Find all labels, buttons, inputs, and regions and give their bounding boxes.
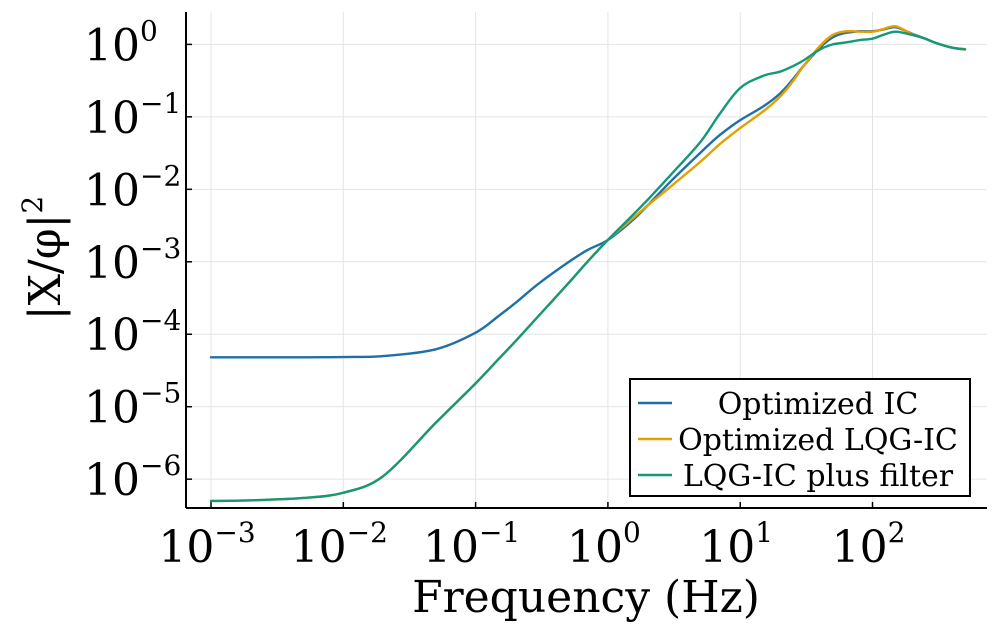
y-tick-exponent: 0 (140, 14, 158, 47)
y-tick-base: 10 (84, 93, 140, 144)
y-tick-label: 100 (84, 14, 158, 71)
legend-box (629, 378, 971, 497)
y-axis-label-sup: 2 (16, 196, 49, 214)
y-tick-exponent: −5 (140, 377, 181, 410)
y-tick-exponent: −6 (140, 449, 181, 482)
y-tick-exponent: −2 (140, 159, 181, 192)
x-tick-exponent: −3 (214, 516, 255, 549)
series-line-lqg-ic-plus-filter (209, 30, 967, 503)
x-tick-base: 10 (158, 522, 214, 573)
y-tick-label: 10−2 (84, 159, 181, 216)
legend-label: Optimized LQG-IC (678, 423, 958, 458)
y-tick-base: 10 (84, 383, 140, 434)
legend-label: Optimized IC (718, 387, 919, 422)
y-axis-label: |X/φ|2 (16, 196, 71, 320)
x-tick-base: 10 (567, 522, 623, 573)
axes (185, 12, 987, 509)
x-axis-label: Frequency (Hz) (412, 572, 760, 623)
x-tick-label: 101 (699, 516, 773, 573)
x-tick-label: 10−1 (423, 516, 520, 573)
y-axis-label-main: |X/φ| (20, 214, 71, 321)
x-tick-base: 10 (699, 522, 755, 573)
x-tick-exponent: 2 (888, 516, 906, 549)
y-tick-exponent: −3 (140, 232, 181, 265)
x-tick-labels: 10−3 10−2 10−1 100 101 102 (158, 516, 905, 573)
x-tick-label: 102 (832, 516, 906, 573)
x-tick-exponent: −1 (479, 516, 520, 549)
y-tick-base: 10 (84, 238, 140, 289)
y-tick-base: 10 (84, 455, 140, 506)
y-tick-label: 10−4 (84, 304, 181, 361)
x-tick-label: 10−3 (158, 516, 255, 573)
y-tick-label: 10−5 (84, 377, 181, 434)
x-tick-exponent: −2 (347, 516, 388, 549)
y-tick-exponent: −1 (140, 87, 181, 120)
y-tick-label: 10−6 (84, 449, 181, 506)
legend-label: LQG-IC plus filter (683, 459, 954, 494)
x-tick-exponent: 1 (755, 516, 773, 549)
series-layer (209, 24, 967, 503)
x-tick-base: 10 (423, 522, 479, 573)
x-tick-base: 10 (832, 522, 888, 573)
x-tick-base: 10 (291, 522, 347, 573)
x-tick-exponent: 0 (623, 516, 641, 549)
y-tick-base: 10 (84, 165, 140, 216)
y-tick-base: 10 (84, 310, 140, 361)
x-tick-label: 100 (567, 516, 641, 573)
y-tick-base: 10 (84, 20, 140, 71)
y-tick-label: 10−3 (84, 232, 181, 289)
y-tick-exponent: −4 (140, 304, 181, 337)
y-tick-label: 10−1 (84, 87, 181, 144)
x-tick-label: 10−2 (291, 516, 388, 573)
